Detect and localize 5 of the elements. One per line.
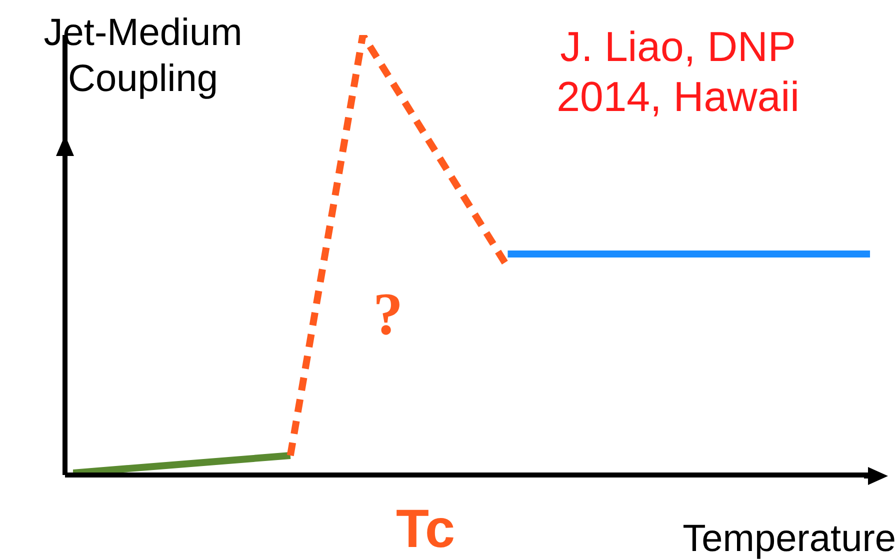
annotation: J. Liao, DNP 2014, Hawaii — [556, 22, 800, 122]
y-axis-title: Jet-Medium Coupling — [42, 11, 244, 102]
annotation: ? — [373, 280, 403, 349]
x-axis-title: Temperature — [682, 518, 896, 560]
text: Tc — [396, 498, 456, 560]
